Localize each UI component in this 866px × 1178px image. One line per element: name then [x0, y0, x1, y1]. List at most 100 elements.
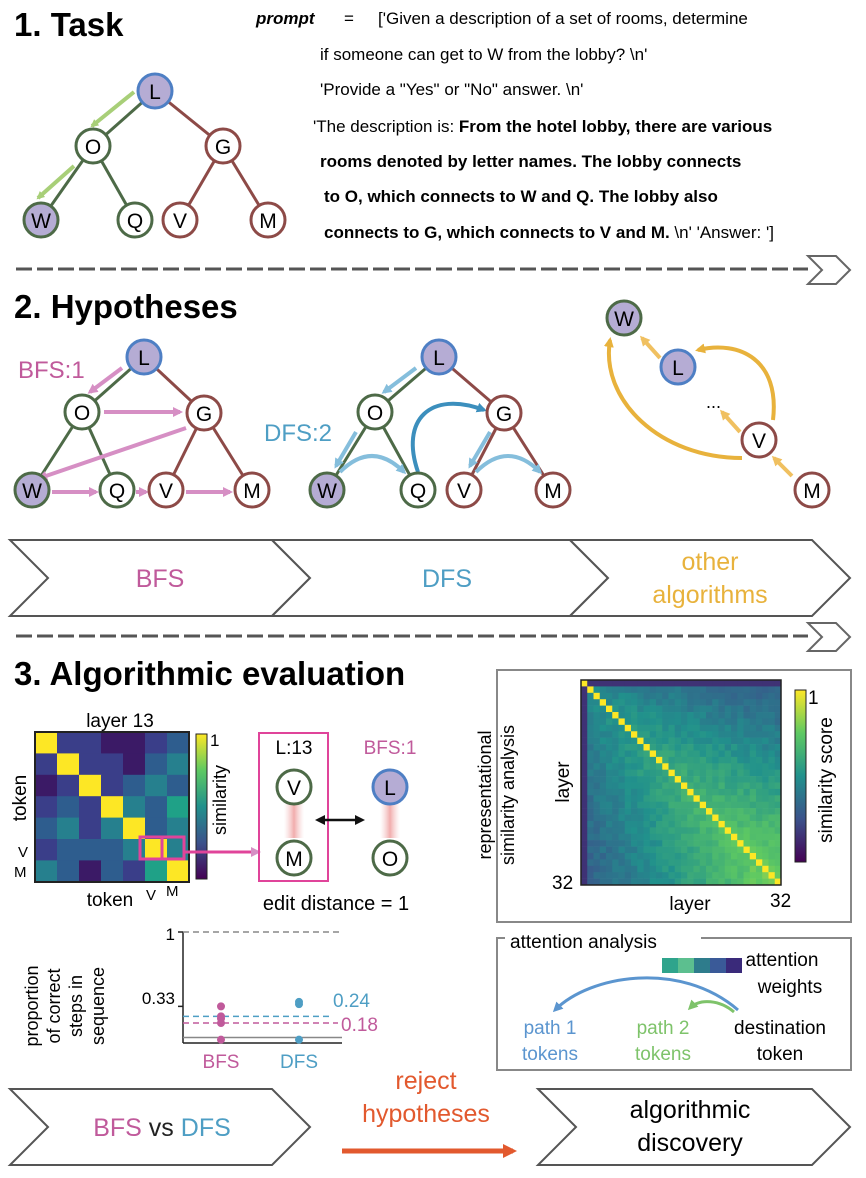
rsa-cell: [718, 801, 726, 809]
other-node-W: W: [614, 308, 634, 331]
chart-ylabel-3: steps in: [66, 975, 86, 1037]
rsa-cell: [743, 865, 751, 873]
rsa-cell: [587, 737, 594, 745]
rsa-cell: [618, 808, 626, 815]
rsa-cell: [774, 737, 782, 745]
rsa-cell: [637, 731, 644, 738]
rsa-cell: [637, 859, 644, 867]
rsa-cell: [743, 756, 751, 764]
attention-weight-cell: [710, 958, 726, 973]
rsa-cell: [737, 872, 744, 879]
rsa-cell: [662, 788, 669, 796]
other-node-V: V: [752, 430, 766, 453]
rsa-cell: [587, 776, 594, 783]
rsa-cell: [768, 788, 776, 796]
rsa-cell: [649, 859, 657, 867]
rsa-cell: [624, 731, 632, 738]
rsa-cell: [699, 692, 707, 700]
heatmap-cell: [167, 817, 190, 840]
rsa-cell: [637, 872, 644, 879]
heatmap-cell: [57, 732, 80, 754]
rsa-cell: [649, 776, 657, 783]
heatmap-cell: [101, 839, 124, 861]
rsa-cell: [637, 763, 644, 770]
rsa-cell: [581, 712, 588, 719]
rsa-cell: [762, 699, 769, 706]
rsa-cell: [749, 763, 757, 770]
heatmap-cell: [145, 774, 168, 797]
rsa-cell: [656, 699, 663, 706]
rsa-cell: [712, 833, 719, 841]
heatmap-cell: [145, 753, 168, 776]
rsa-cell: [743, 782, 751, 790]
rsa-cell: [756, 712, 763, 719]
rsa-cell: [749, 840, 757, 847]
rsa-cell: [731, 782, 738, 790]
rsa-cell: [712, 692, 719, 700]
rsa-cell: [699, 699, 707, 706]
rsa-cell: [731, 686, 738, 694]
rsa-cell: [774, 782, 782, 790]
rsa-cell: [587, 788, 594, 796]
rsa-cell: [649, 827, 657, 835]
rsa-cell: [581, 878, 588, 886]
rsa-colorbar-max: 1: [808, 688, 819, 709]
rsa-cell: [631, 878, 638, 886]
rsa-cell: [593, 699, 601, 706]
rsa-cell: [756, 744, 763, 751]
rsa-cell: [743, 705, 751, 713]
rsa-cell: [681, 788, 688, 796]
rsa-cell: [662, 731, 669, 738]
rsa-cell: [731, 840, 738, 847]
rsa-cell: [587, 827, 594, 835]
rsa-cell: [737, 763, 744, 770]
heatmap-cell: [79, 817, 102, 840]
rsa-cell: [743, 737, 751, 745]
rsa-cell: [762, 795, 769, 803]
rsa-cell: [706, 859, 713, 867]
rsa-cell: [749, 712, 757, 719]
rsa-cell: [631, 763, 638, 770]
rsa-cell: [749, 756, 757, 764]
rsa-cell: [668, 680, 676, 687]
rsa-cell: [768, 750, 776, 758]
rsa-cell: [774, 744, 782, 751]
rsa-cell: [693, 782, 701, 790]
heatmap-cell: [57, 839, 80, 861]
rsa-cell: [587, 840, 594, 847]
rsa-cell: [618, 724, 626, 732]
rsa-cell: [749, 776, 757, 783]
rsa-cell: [693, 846, 701, 854]
rsa-cell: [712, 801, 719, 809]
rsa-cell: [674, 763, 682, 770]
rsa-cell: [724, 692, 732, 700]
rsa-cell: [637, 744, 644, 751]
rsa-cell: [687, 699, 694, 706]
rsa-cell: [674, 788, 682, 796]
rsa-cell: [637, 820, 644, 828]
rsa-cell: [706, 744, 713, 751]
rsa-cell: [612, 686, 619, 694]
heatmap-cell: [101, 796, 124, 819]
rsa-cell: [668, 820, 676, 828]
rsa-cell: [599, 840, 607, 847]
chart-cat-bfs: BFS: [203, 1052, 240, 1073]
rsa-cell: [606, 852, 613, 860]
rsa-cell: [637, 750, 644, 758]
rsa-cell: [712, 718, 719, 726]
heatmap-cell: [57, 860, 80, 883]
rsa-cell: [631, 744, 638, 751]
rsa-cell: [656, 782, 663, 790]
rsa-cell: [649, 795, 657, 803]
rsa-cell: [618, 878, 626, 886]
rsa-cell: [599, 750, 607, 758]
rsa-cell: [581, 769, 588, 777]
heatmap-cell: [35, 839, 58, 861]
rsa-cell: [681, 686, 688, 694]
rsa-cell: [643, 686, 651, 694]
rsa-cell: [774, 852, 782, 860]
rsa-cell: [637, 680, 644, 687]
rsa-cell: [581, 833, 588, 841]
rsa-cell: [649, 788, 657, 796]
rsa-cell: [743, 833, 751, 841]
